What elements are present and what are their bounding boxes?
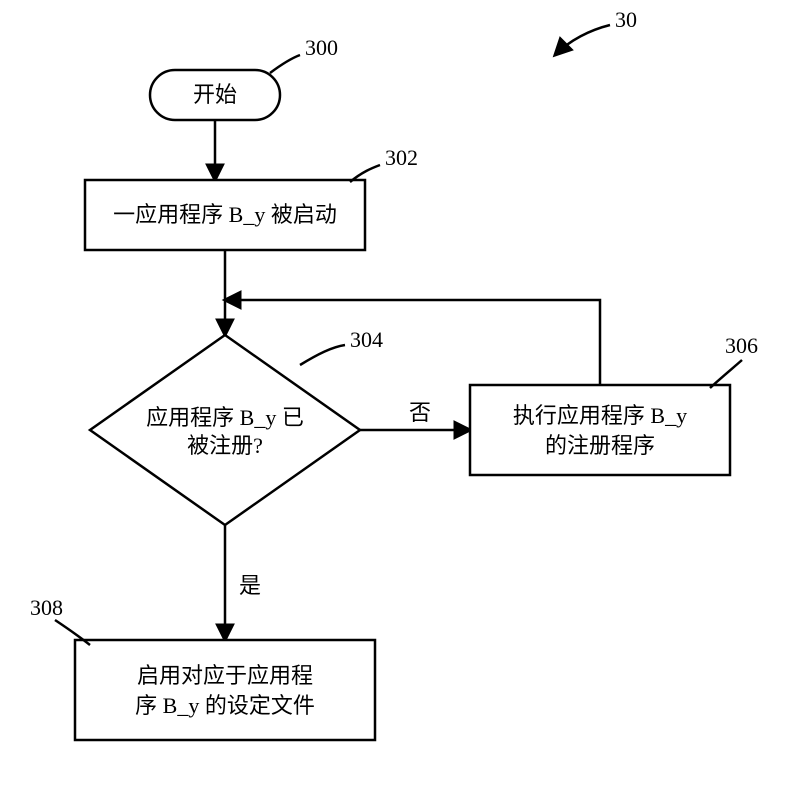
node-306-text2: 的注册程序 (545, 433, 655, 458)
node-304-text1: 应用程序 B_y 已 (146, 405, 304, 430)
ref-300: 300 (305, 35, 338, 60)
node-start: 开始 300 (150, 35, 338, 120)
node-start-text: 开始 (193, 82, 237, 107)
edge-304-308: 是 (225, 525, 261, 640)
figure-ref-label: 30 (615, 7, 637, 32)
edge-304-306-label: 否 (409, 400, 431, 425)
node-304: 应用程序 B_y 已 被注册? 304 (90, 327, 383, 525)
node-304-text2: 被注册? (187, 433, 263, 458)
node-302: 一应用程序 B_y 被启动 302 (85, 145, 418, 250)
node-308-text1: 启用对应于应用程 (137, 663, 313, 688)
edge-304-306: 否 (360, 400, 470, 430)
edge-306-304 (225, 300, 600, 385)
ref-304: 304 (350, 327, 383, 352)
node-306: 执行应用程序 B_y 的注册程序 306 (470, 333, 758, 475)
node-306-text1: 执行应用程序 B_y (513, 403, 687, 428)
ref-306: 306 (725, 333, 758, 358)
ref-302: 302 (385, 145, 418, 170)
node-308: 启用对应于应用程 序 B_y 的设定文件 308 (30, 595, 375, 740)
figure-ref: 30 (555, 7, 637, 55)
edge-304-308-label: 是 (239, 573, 261, 598)
node-308-text2: 序 B_y 的设定文件 (135, 693, 315, 718)
flowchart-svg: 30 开始 300 一应用程序 B_y 被启动 302 应用程序 B_y 已 被… (0, 0, 800, 800)
node-302-text: 一应用程序 B_y 被启动 (113, 202, 337, 227)
ref-308: 308 (30, 595, 63, 620)
